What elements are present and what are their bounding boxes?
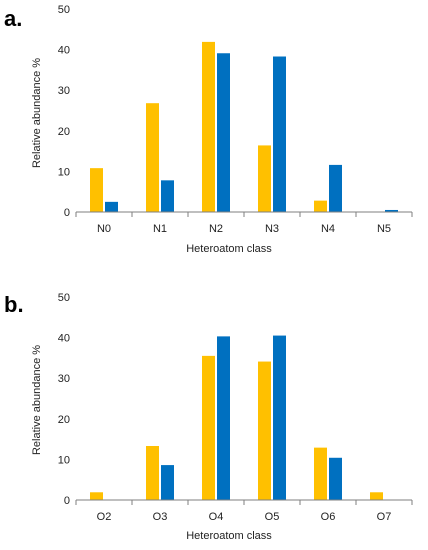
y-axis-title: Relative abundance % [31,58,43,168]
bar-o3-series-2 [161,465,174,500]
bar-n0-series-1 [90,168,103,212]
x-tick-labels: O2 O3 O4 O5 O6 O7 [75,500,413,523]
bar-n3-series-1 [258,145,271,212]
bar-o2-series-1 [90,492,103,500]
bar-o5-series-2 [273,335,286,500]
y-tick-label: 30 [58,85,70,97]
bar-n1-series-2 [161,180,174,212]
x-tick-label-n2: N2 [209,223,223,235]
x-tick-label-o2: O2 [97,511,112,523]
bar-n1-series-1 [146,103,159,212]
x-axis-title: Heteroatom class [186,243,272,255]
y-tick-label: 0 [64,207,70,219]
bar-o4-series-2 [217,336,230,500]
bar-n0-series-2 [105,201,118,212]
x-tick-label-n0: N0 [97,223,111,235]
y-tick-label: 50 [58,292,70,304]
y-tick-label: 20 [58,414,70,426]
x-axis-title: Heteroatom class [186,530,272,542]
x-tick-labels: N0 N1 N2 N3 N4 N5 [75,212,413,235]
y-tick-label: 10 [58,454,70,466]
x-tick-label-o4: O4 [209,511,224,523]
y-tick-labels: 0 10 20 30 40 50 [58,292,70,507]
x-tick-label-n4: N4 [321,223,335,235]
y-tick-label: 30 [58,373,70,385]
y-tick-label: 40 [58,333,70,345]
x-tick-label-o3: O3 [153,511,168,523]
x-tick-label-o7: O7 [377,511,392,523]
panel-label: a. [4,6,22,31]
chart-panel-b: b. Relative abundance % Heteroatom class… [4,292,413,542]
panel-label: b. [4,292,24,317]
x-tick-label-n1: N1 [153,223,167,235]
y-tick-labels: 0 10 20 30 40 50 [58,4,70,219]
bars [90,335,383,500]
chart-panel-a: a. Relative abundance % Heteroatom class… [4,4,413,255]
bar-o6-series-1 [314,447,327,500]
x-tick-label-o5: O5 [265,511,280,523]
bar-o5-series-1 [258,361,271,500]
y-tick-label: 0 [64,495,70,507]
y-tick-label: 20 [58,126,70,138]
bars [90,41,398,213]
bar-n5-series-2 [385,209,398,212]
bar-o6-series-2 [329,457,342,500]
y-tick-label: 10 [58,166,70,178]
bar-o7-series-1 [370,492,383,500]
bar-o3-series-1 [146,446,159,500]
bar-n3-series-2 [273,56,286,212]
y-axis-title: Relative abundance % [31,345,43,455]
x-tick-label-o6: O6 [321,511,336,523]
bar-n4-series-2 [329,164,342,212]
bar-n2-series-2 [217,53,230,213]
bar-o4-series-1 [202,355,215,500]
y-tick-label: 50 [58,4,70,16]
x-tick-label-n3: N3 [265,223,279,235]
x-tick-label-n5: N5 [377,223,391,235]
bar-n4-series-1 [314,200,327,212]
bar-n2-series-1 [202,41,215,212]
y-tick-label: 40 [58,45,70,57]
